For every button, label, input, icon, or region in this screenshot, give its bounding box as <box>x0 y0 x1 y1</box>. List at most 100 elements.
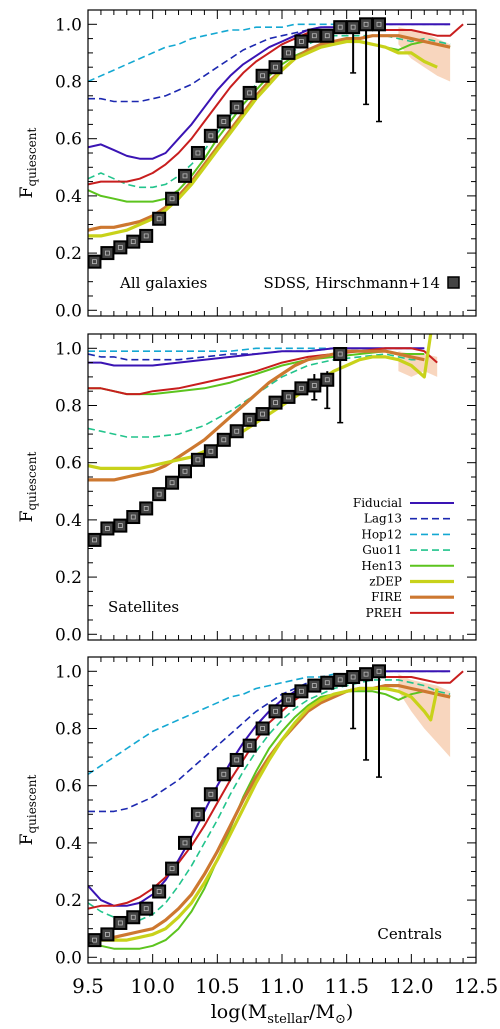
y-tick-label: 1.0 <box>55 339 82 359</box>
obs-point <box>333 347 348 362</box>
obs-point-inner <box>143 506 149 511</box>
series-line-fire <box>88 349 425 482</box>
obs-point-inner <box>324 33 330 39</box>
obs-point <box>242 738 257 753</box>
obs-point-inner <box>221 119 227 124</box>
obs-point <box>165 861 180 876</box>
x-axis-label-sub: stellar <box>267 1012 310 1027</box>
obs-point-inner <box>156 216 162 222</box>
obs-point <box>165 191 180 206</box>
obs-point-inner <box>130 514 136 520</box>
plot-area <box>88 664 464 950</box>
obs-point <box>178 464 192 479</box>
obs-point <box>320 675 335 690</box>
obs-point <box>294 34 309 49</box>
y-tick-label: 0.4 <box>55 511 82 531</box>
y-tick-label: 0.2 <box>55 891 82 911</box>
obs-point <box>242 412 257 427</box>
x-axis-label-post: ) <box>346 1001 353 1023</box>
obs-point <box>333 672 348 687</box>
obs-point-inner <box>260 73 266 79</box>
obs-point <box>255 721 270 736</box>
obs-point-inner <box>92 937 97 943</box>
obs-point-inner <box>195 150 201 156</box>
obs-point-inner <box>156 491 162 497</box>
y-tick-label: 1.0 <box>55 15 82 35</box>
obs-point-inner <box>311 33 317 39</box>
plot-frame <box>87 333 477 641</box>
legend-label: Fiducial <box>353 496 402 510</box>
y-tick-label: 0.0 <box>55 948 82 968</box>
obs-point-inner <box>195 457 201 463</box>
obs-point <box>268 704 283 719</box>
y-axis-label-sub: quiescent <box>25 451 39 510</box>
obs-point <box>152 487 167 502</box>
series-line-preh <box>88 347 438 396</box>
obs-point <box>242 85 257 100</box>
obs-point-inner <box>117 920 123 926</box>
x-tick-label: 11.0 <box>260 974 305 998</box>
legend-label: PREH <box>366 606 402 620</box>
obs-point <box>126 510 141 525</box>
obs-point-inner <box>182 840 188 846</box>
obs-point <box>190 145 205 160</box>
series-line-preh <box>88 23 464 186</box>
obs-point-inner <box>324 680 330 686</box>
obs-point-inner <box>311 683 317 688</box>
y-tick-label: 0.0 <box>55 625 82 645</box>
plot-area <box>88 334 438 547</box>
obs-point <box>255 68 270 83</box>
obs-point-inner <box>234 757 240 763</box>
obs-point-inner <box>117 523 123 529</box>
legend-label: FIRE <box>371 590 402 604</box>
obs-point <box>229 752 244 767</box>
x-tick-label: 10.5 <box>195 974 240 998</box>
obs-point <box>113 915 128 930</box>
y-axis-label-sub: quiescent <box>25 774 39 833</box>
obs-point <box>229 100 244 115</box>
obs-point-inner <box>105 526 110 531</box>
series-line-hen13 <box>88 690 451 950</box>
panel-label: Satellites <box>108 598 179 616</box>
obs-legend-marker <box>447 276 460 289</box>
obs-point-inner <box>208 448 214 454</box>
obs-point-inner <box>260 726 266 731</box>
obs-point <box>229 424 244 439</box>
obs-point-inner <box>92 259 97 265</box>
obs-point <box>216 114 231 129</box>
y-tick-label: 0.2 <box>55 568 82 588</box>
obs-point-inner <box>350 674 356 680</box>
y-tick-label: 1.0 <box>55 662 82 682</box>
obs-point-inner <box>298 688 304 694</box>
obs-point <box>346 20 361 35</box>
obs-point <box>203 128 218 143</box>
y-axis-label-main: F <box>17 510 37 522</box>
obs-point <box>88 933 102 948</box>
obs-point <box>372 664 386 679</box>
obs-point <box>113 240 128 255</box>
obs-point <box>190 452 205 467</box>
obs-legend-label: SDSS, Hirschmann+14 <box>263 274 440 292</box>
obs-point-inner <box>273 400 278 406</box>
obs-point <box>346 670 361 685</box>
obs-point <box>152 884 167 899</box>
obs-point-inner <box>143 233 149 239</box>
series-line-zdep <box>88 686 439 942</box>
series-line-guo11 <box>88 353 425 438</box>
y-tick-label: 0.8 <box>55 396 82 416</box>
obs-point-inner <box>247 417 253 423</box>
panel-label: Centrals <box>377 925 442 943</box>
obs-point <box>281 389 296 404</box>
y-tick-label: 0.2 <box>55 244 82 264</box>
y-axis-label-sub: quiescent <box>25 127 39 186</box>
x-axis-label-pre: log(M <box>211 1001 268 1023</box>
obs-point-inner <box>117 244 123 250</box>
y-axis-label-main: F <box>17 186 37 198</box>
obs-point-inner <box>363 21 369 27</box>
y-tick-label: 0.6 <box>55 130 82 150</box>
obs-point-inner <box>337 24 343 30</box>
obs-point <box>165 475 180 490</box>
obs-point <box>203 787 218 802</box>
y-tick-label: 0.0 <box>55 301 82 321</box>
